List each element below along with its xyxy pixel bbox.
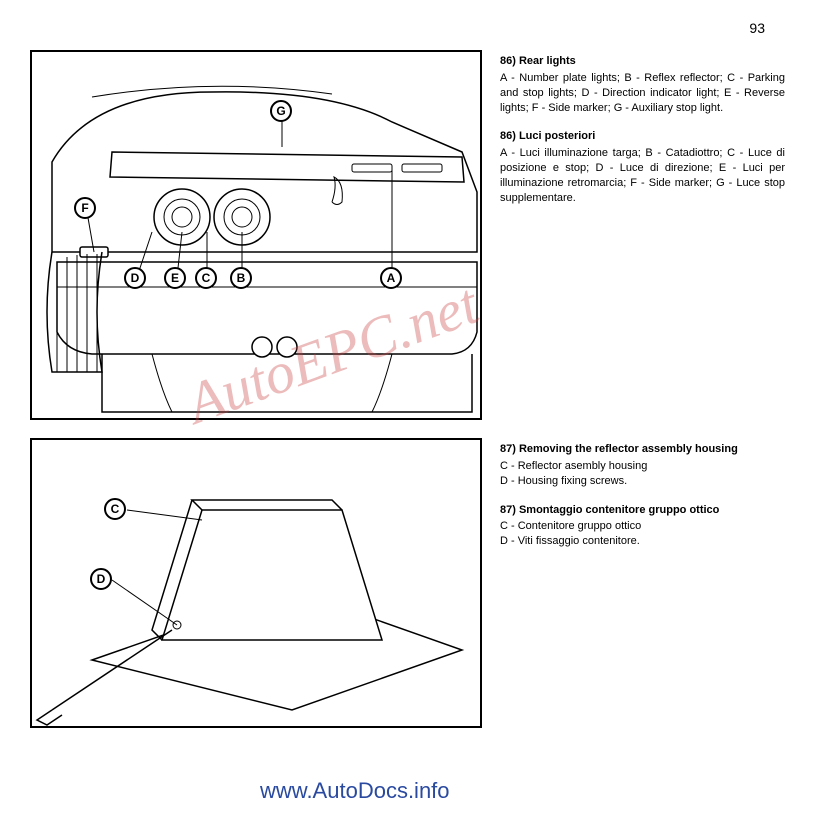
section-86-en-body: A - Number plate lights; B - Reflex refl… (500, 71, 785, 116)
callout-f: F (74, 197, 96, 219)
callout-g: G (270, 100, 292, 122)
section-87-it-title: 87) Smontaggio contenitore gruppo ottico (500, 503, 785, 518)
section-86-en-title: 86) Rear lights (500, 54, 785, 69)
figure-1-text: 86) Rear lights A - Number plate lights;… (500, 50, 785, 420)
callout-d2: D (90, 568, 112, 590)
figure-2-box: C D (30, 438, 482, 728)
section-87-it-c: C - Contenitore gruppo ottico (500, 519, 785, 534)
figure-1-box: A B C D E F G (30, 50, 482, 420)
section-86-it-body: A - Luci illuminazione targa; B - Catadi… (500, 146, 785, 205)
figure-2-text: 87) Removing the reflector assembly hous… (500, 438, 785, 728)
callout-a: A (380, 267, 402, 289)
callout-e: E (164, 267, 186, 289)
car-rear-diagram (32, 52, 484, 422)
section-87-en-title: 87) Removing the reflector assembly hous… (500, 442, 785, 457)
callout-c: C (195, 267, 217, 289)
section-87-en-c: C - Reflector asembly housing (500, 459, 785, 474)
watermark-autodocs: www.AutoDocs.info (260, 778, 450, 804)
section-86-it-title: 86) Luci posteriori (500, 129, 785, 144)
callout-c2: C (104, 498, 126, 520)
page-number: 93 (749, 20, 765, 36)
section-87-it-d: D - Viti fissaggio contenitore. (500, 534, 785, 549)
figure-row-2: C D 87) Removing the reflector assembly … (30, 438, 785, 728)
callout-b: B (230, 267, 252, 289)
figure-row-1: A B C D E F G 86) Rear lights A - Number… (30, 50, 785, 420)
callout-d: D (124, 267, 146, 289)
section-87-en-d: D - Housing fixing screws. (500, 474, 785, 489)
